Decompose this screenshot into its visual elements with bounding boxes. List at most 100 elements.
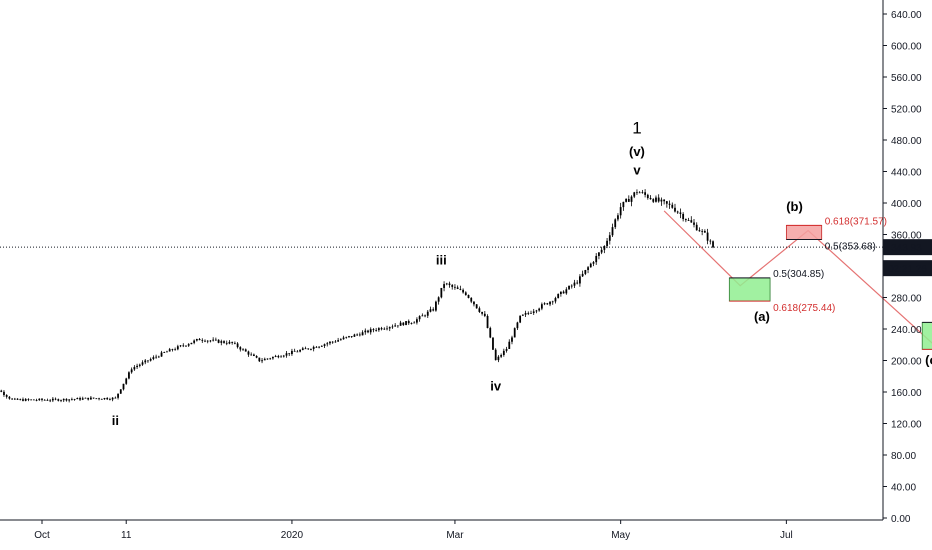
candle-body: [407, 321, 410, 324]
fib-level-label: 0.5(353.68): [825, 241, 876, 252]
candle-body: [345, 336, 348, 338]
candle-body: [187, 344, 190, 346]
candle-body: [11, 398, 14, 400]
candle-body: [301, 348, 304, 350]
candle-body: [489, 328, 492, 338]
candle-body: [285, 353, 288, 356]
candle-body: [136, 365, 138, 368]
candle-body: [459, 288, 462, 290]
candle-body: [676, 211, 679, 213]
candle-body: [424, 315, 426, 317]
wave-label: (b): [786, 199, 803, 214]
candle-body: [111, 397, 114, 400]
candle-body: [0, 390, 3, 392]
x-tick-label: May: [611, 530, 630, 541]
candle-body: [703, 231, 706, 233]
candle-body: [614, 219, 617, 228]
candle-body: [214, 339, 217, 341]
candle-body: [440, 287, 443, 298]
x-tick-label: 2020: [281, 530, 304, 541]
candle-body: [272, 356, 274, 359]
wave-label: iii: [436, 252, 447, 267]
candle-body: [233, 342, 236, 344]
candle-body: [432, 309, 435, 311]
candle-body: [638, 192, 641, 194]
fib-zone-0: [728, 277, 771, 302]
candle-body: [263, 358, 266, 361]
y-tick-label: 200.00: [891, 357, 922, 368]
candle-body: [288, 353, 291, 355]
candle-body: [60, 400, 62, 402]
candle-body: [217, 339, 220, 343]
candle-body: [532, 311, 535, 313]
x-tick-label: Oct: [34, 530, 50, 541]
candle-body: [473, 301, 475, 305]
current-price-label: 343.93: [891, 243, 922, 254]
candle-body: [364, 330, 367, 333]
candle-body: [312, 346, 315, 350]
candle-body: [657, 197, 660, 202]
candle-body: [367, 330, 369, 333]
candle-body: [627, 198, 630, 202]
candle-body: [160, 352, 163, 357]
zones-layer: 0.5(304.85) 0.618(275.44) 0.618(371.57) 0.5…: [728, 216, 932, 350]
candle-body: [709, 240, 712, 242]
candle-body: [592, 262, 595, 264]
candle-body: [421, 315, 424, 317]
y-tick-label: 640.00: [891, 10, 922, 21]
candle-body: [701, 231, 704, 232]
candle-body: [84, 397, 87, 399]
candle-body: [511, 337, 513, 342]
candle-body: [228, 341, 231, 344]
candle-body: [559, 291, 562, 295]
candle-body: [239, 347, 242, 350]
candle-body: [625, 198, 627, 202]
candle-body: [418, 316, 421, 320]
candle-body: [435, 301, 437, 311]
candle-body: [524, 313, 527, 315]
candle-body: [261, 360, 263, 362]
candle-body: [274, 355, 277, 357]
candle-body: [573, 282, 576, 286]
candle-body: [448, 283, 451, 286]
candle-body: [337, 340, 340, 342]
candle-body: [92, 397, 95, 399]
fib-level-label: 0.618(371.57): [825, 216, 887, 227]
candle-body: [394, 325, 397, 327]
wave-label: (c): [925, 352, 932, 367]
countdown-label: 02:21:26: [888, 264, 927, 275]
candle-body: [109, 399, 111, 401]
candle-body: [554, 298, 557, 302]
candle-body: [483, 313, 486, 316]
candle-body: [595, 255, 598, 263]
candle-body: [277, 355, 280, 358]
candle-body: [576, 282, 579, 284]
candle-body: [141, 362, 144, 365]
candle-body: [68, 399, 71, 401]
candle-body: [49, 400, 52, 402]
candle-body: [358, 334, 361, 336]
candle-body: [519, 315, 522, 323]
candle-body: [35, 399, 38, 401]
candle-body: [122, 383, 125, 390]
candle-body: [462, 289, 464, 293]
candle-body: [247, 351, 250, 355]
candle-body: [598, 252, 600, 256]
candle-body: [619, 207, 622, 216]
y-tick-label: 160.00: [891, 388, 922, 399]
y-tick-label: 520.00: [891, 105, 922, 116]
candle-body: [646, 194, 649, 198]
candle-body: [331, 341, 334, 343]
y-tick-label: 0.00: [891, 514, 911, 525]
candle-body: [505, 349, 508, 351]
candle-body: [204, 340, 206, 342]
y-tick-label: 80.00: [891, 451, 916, 462]
fib-zone-2: [921, 321, 932, 350]
candle-body: [65, 398, 68, 401]
candle-body: [589, 263, 592, 268]
candle-body: [81, 398, 84, 400]
candle-body: [437, 297, 440, 302]
candle-body: [540, 304, 543, 309]
